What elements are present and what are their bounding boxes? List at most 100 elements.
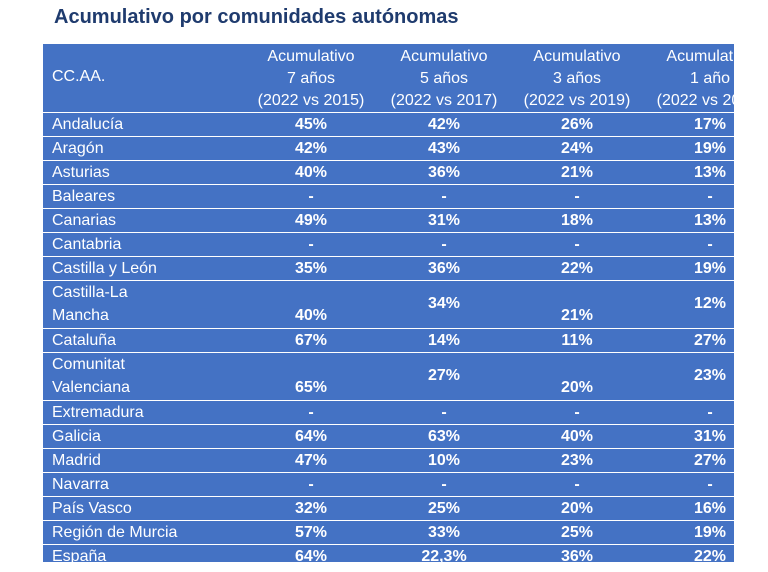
data-table: CC.AA. Acumulativo 7 años (2022 vs 2015)… <box>43 44 763 565</box>
table-cell: 36% <box>560 548 594 565</box>
table-cell: 34% <box>427 295 461 312</box>
header-col-line: 3 años <box>552 70 602 87</box>
table-row: Madrid 47% 10% 23% 27% <box>43 448 734 472</box>
table-cell: 22,3% <box>421 548 467 565</box>
row-name: Madrid <box>52 452 101 469</box>
table-cell: 19% <box>693 524 727 541</box>
table-row: Baleares - - - - <box>43 184 734 208</box>
table-row: Extremadura - - - - <box>43 400 734 424</box>
table-cell: 42% <box>294 140 328 157</box>
row-name: Castilla y León <box>52 260 157 277</box>
table-cell: - <box>308 476 314 493</box>
row-name: Andalucía <box>52 116 124 133</box>
table-row: País Vasco 32% 25% 20% 16% <box>43 496 734 520</box>
table-cell: 25% <box>560 524 594 541</box>
table-row: Andalucía 45% 42% 26% 17% <box>43 112 734 136</box>
row-name: Cataluña <box>52 332 117 349</box>
row-name: Navarra <box>52 476 109 493</box>
table-cell: 40% <box>294 164 328 181</box>
header-col-line: 1 año <box>689 70 731 87</box>
table-cell: 16% <box>693 500 727 517</box>
table-cell: - <box>308 404 314 421</box>
header-col-line: Acumulativo <box>666 48 754 65</box>
table-cell: 20% <box>560 500 594 517</box>
row-name-line-1: Comunitat <box>52 356 125 373</box>
table-row: Región de Murcia 57% 33% 25% 19% <box>43 520 734 544</box>
row-name: País Vasco <box>52 500 132 517</box>
table-cell: 65% <box>294 379 328 396</box>
row-name: Baleares <box>52 188 116 205</box>
table-cell: 20% <box>560 379 594 396</box>
table-cell: 23% <box>560 452 594 469</box>
table-row: Cantabria - - - - <box>43 232 734 256</box>
table-cell: - <box>441 236 447 253</box>
table-cell: 57% <box>294 524 328 541</box>
table-cell: - <box>574 236 580 253</box>
table-cell: 13% <box>693 164 727 181</box>
row-name: Aragón <box>52 140 104 157</box>
row-name: España <box>52 548 107 565</box>
table-cell: 26% <box>560 116 594 133</box>
table-cell: 43% <box>427 140 461 157</box>
table-row: Comunitat Valenciana 65% 27% 20% 23% <box>43 352 734 400</box>
table-header: CC.AA. Acumulativo 7 años (2022 vs 2015)… <box>43 44 763 112</box>
table-cell: - <box>707 236 713 253</box>
header-col-7: Acumulativo 7 años (2022 vs 2015) <box>246 46 376 112</box>
table-cell: 19% <box>693 140 727 157</box>
table-cell: - <box>574 188 580 205</box>
table-cell: 27% <box>427 367 461 384</box>
row-name-line-2: Valenciana <box>52 379 130 396</box>
table-row: Asturias 40% 36% 21% 13% <box>43 160 734 184</box>
table-cell: 40% <box>560 428 594 445</box>
table-cell: 11% <box>561 332 593 349</box>
table-row: Canarias 49% 31% 18% 13% <box>43 208 734 232</box>
table-cell: - <box>441 188 447 205</box>
row-name: Extremadura <box>52 404 144 421</box>
table-cell: 19% <box>693 260 727 277</box>
table-cell: 22% <box>560 260 594 277</box>
row-name: Galicia <box>52 428 101 445</box>
table-row: Navarra - - - - <box>43 472 734 496</box>
header-col-line: Acumulativo <box>267 48 355 65</box>
table-cell: 17% <box>693 116 727 133</box>
table-cell: 21% <box>560 164 594 181</box>
table-cell: 31% <box>693 428 727 445</box>
table-cell: 32% <box>294 500 328 517</box>
table-cell: 64% <box>294 548 328 565</box>
table-cell: 25% <box>427 500 461 517</box>
table-cell: 23% <box>693 367 727 384</box>
table-row: Aragón 42% 43% 24% 19% <box>43 136 734 160</box>
table-row: Cataluña 67% 14% 11% 27% <box>43 328 734 352</box>
table-cell: 42% <box>427 116 461 133</box>
row-name: Región de Murcia <box>52 524 178 541</box>
table-cell: 13% <box>693 212 727 229</box>
table-cell: 36% <box>427 164 461 181</box>
header-col-line: (2022 vs 2017) <box>390 92 498 109</box>
table-cell: 45% <box>294 116 328 133</box>
table-cell: 24% <box>560 140 594 157</box>
table-cell: 18% <box>560 212 594 229</box>
table-cell: 27% <box>693 452 727 469</box>
table-cell: 40% <box>294 307 328 324</box>
table-cell: - <box>707 188 713 205</box>
page-title: Acumulativo por comunidades autónomas <box>54 6 459 28</box>
row-name: Asturias <box>52 164 110 181</box>
table-cell: - <box>707 476 713 493</box>
table-cell: - <box>574 476 580 493</box>
table-cell: 47% <box>294 452 328 469</box>
table-cell: 33% <box>427 524 461 541</box>
table-cell: 10% <box>427 452 461 469</box>
table-row: España 64% 22,3% 36% 22% <box>43 544 734 568</box>
row-name-line-2: Mancha <box>52 307 109 324</box>
table-cell: 22% <box>693 548 727 565</box>
header-col-line: (2022 vs 2021) <box>656 92 764 109</box>
row-name: Canarias <box>52 212 117 229</box>
table-cell: 12% <box>693 295 727 312</box>
table-cell: - <box>707 404 713 421</box>
table-cell: 36% <box>427 260 461 277</box>
header-col-line: Acumulativo <box>400 48 488 65</box>
table-cell: 63% <box>427 428 461 445</box>
header-col-line: (2022 vs 2015) <box>257 92 365 109</box>
table-row: Castilla y León 35% 36% 22% 19% <box>43 256 734 280</box>
row-name-line-1: Castilla-La <box>52 284 128 301</box>
